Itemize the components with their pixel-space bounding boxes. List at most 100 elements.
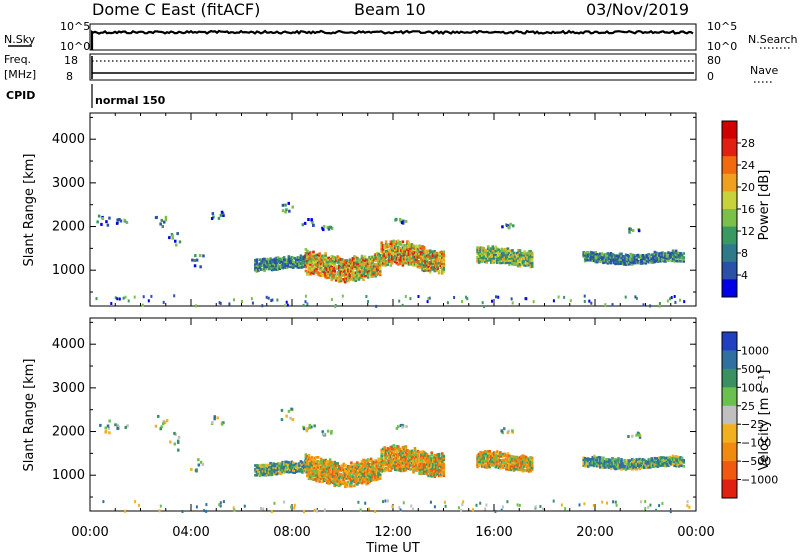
echo-cell (530, 462, 534, 466)
echo-cell (496, 261, 499, 264)
echo-cell (490, 460, 493, 463)
echo-cell (363, 255, 367, 258)
echo-cell (442, 470, 446, 474)
echo-cell (310, 473, 314, 477)
echo-cell (380, 450, 383, 454)
echo-cell (442, 266, 446, 269)
echo-cell (380, 263, 383, 266)
echo-cell (138, 503, 140, 507)
echo-cell (363, 271, 367, 274)
echo-cell (428, 267, 432, 270)
echo-cell (345, 465, 349, 469)
echo-cell (342, 274, 346, 277)
echo-cell (318, 462, 321, 465)
echo-cell (496, 257, 499, 260)
echo-cell (512, 467, 516, 470)
echo-cell (299, 462, 303, 465)
echo-cell (322, 264, 326, 268)
echo-cell (416, 449, 420, 453)
echo-cell (646, 257, 649, 261)
echo-cell (491, 255, 495, 258)
echo-cell (653, 250, 657, 254)
echo-cell (331, 277, 335, 280)
echo-cell (485, 452, 488, 456)
echo-cell (403, 469, 406, 472)
echo-cell (369, 273, 373, 276)
echo-cell (386, 259, 389, 262)
echo-cell (494, 253, 498, 256)
echo-cell (397, 447, 400, 450)
echo-cell (342, 280, 346, 283)
echo-cell (415, 258, 418, 261)
echo-cell (421, 454, 424, 457)
echo-cell (491, 259, 495, 262)
echo-cell (331, 273, 335, 276)
echo-cell (368, 269, 371, 273)
echo-cell (363, 473, 367, 476)
echo-cell (313, 466, 317, 470)
echo-cell (599, 460, 602, 463)
echo-cell (351, 467, 355, 471)
echo-cell (401, 246, 405, 249)
echo-cell (621, 463, 625, 467)
echo-cell (527, 260, 531, 263)
echo-cell (395, 248, 399, 251)
echo-cell (290, 468, 294, 472)
echo-cell (389, 258, 393, 261)
echo-cell (347, 271, 350, 275)
echo-cell (331, 473, 335, 477)
echo-cell (493, 247, 496, 250)
echo-cell (664, 260, 667, 263)
echo-cell (512, 457, 516, 460)
echo-cell (369, 479, 373, 482)
echo-cell (627, 263, 631, 266)
echo-cell (305, 429, 309, 433)
echo-cell (315, 473, 318, 477)
echo-cell (350, 467, 353, 470)
echo-cell (389, 260, 393, 263)
echo-cell (366, 266, 370, 269)
echo-cell (517, 251, 520, 254)
echo-cell (517, 460, 520, 464)
echo-cell (273, 472, 277, 476)
echo-cell (321, 226, 324, 230)
echo-cell (439, 254, 443, 258)
echo-cell (441, 264, 444, 267)
echo-cell (363, 259, 367, 262)
echo-cell (384, 468, 388, 472)
echo-cell (316, 273, 320, 276)
echo-cell (409, 263, 412, 266)
echo-cell (511, 429, 514, 433)
echo-cell (330, 262, 333, 266)
echo-cell (333, 470, 336, 474)
echo-cell (431, 462, 435, 465)
echo-cell (309, 259, 312, 262)
echo-cell (412, 246, 415, 250)
echo-cell (354, 470, 358, 473)
echo-cell (511, 249, 514, 252)
echo-cell (593, 456, 596, 460)
echo-cell (386, 464, 389, 468)
echo-cell (433, 263, 436, 267)
echo-cell (422, 460, 426, 464)
echo-cell (488, 256, 491, 260)
echo-cell (360, 471, 364, 475)
echo-cell (360, 274, 364, 277)
echo-cell (612, 253, 616, 257)
echo-cell (608, 261, 611, 264)
echo-cell (383, 455, 386, 459)
echo-cell (662, 252, 666, 255)
echo-cell (296, 266, 300, 269)
echo-cell (321, 268, 324, 271)
echo-cell (418, 250, 421, 253)
echo-cell (147, 299, 150, 303)
echo-cell (416, 461, 420, 465)
echo-cell (526, 457, 529, 460)
echo-cell (328, 264, 332, 267)
echo-cell (524, 260, 528, 263)
echo-cell (409, 249, 412, 252)
echo-cell (618, 254, 622, 258)
echo-cell (674, 460, 678, 464)
echo-cell (327, 258, 330, 262)
nsearch-tick-top: 10^5 (707, 20, 737, 33)
